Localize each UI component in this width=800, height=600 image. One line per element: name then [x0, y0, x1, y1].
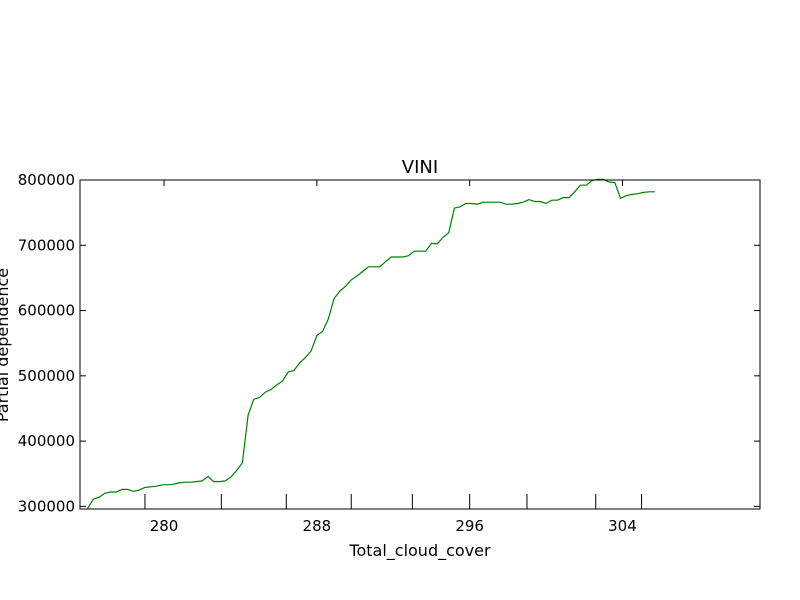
- y-axis-ticks: 300000 400000 500000 600000 700000 800000: [18, 171, 760, 515]
- x-tick-label: 304: [608, 517, 637, 535]
- y-tick-label: 600000: [18, 302, 75, 320]
- y-tick-label: 500000: [18, 367, 75, 385]
- x-axis-label: Total_cloud_cover: [348, 541, 491, 561]
- series-line-0: [87, 178, 655, 509]
- x-tick-label: 280: [150, 517, 179, 535]
- y-tick-label: 400000: [18, 432, 75, 450]
- y-tick-label: 300000: [18, 497, 75, 515]
- plot-area: [87, 178, 655, 509]
- y-tick-label: 700000: [18, 236, 75, 254]
- chart-title: VINI: [402, 157, 438, 178]
- y-axis-label: Partial dependence: [0, 268, 12, 422]
- rug-marks: [144, 494, 643, 509]
- x-axis-ticks: 280 288 296 304: [150, 180, 637, 535]
- x-tick-label: 296: [455, 517, 484, 535]
- x-tick-label: 288: [303, 517, 332, 535]
- y-tick-label: 800000: [18, 171, 75, 189]
- plot-frame: [79, 179, 761, 510]
